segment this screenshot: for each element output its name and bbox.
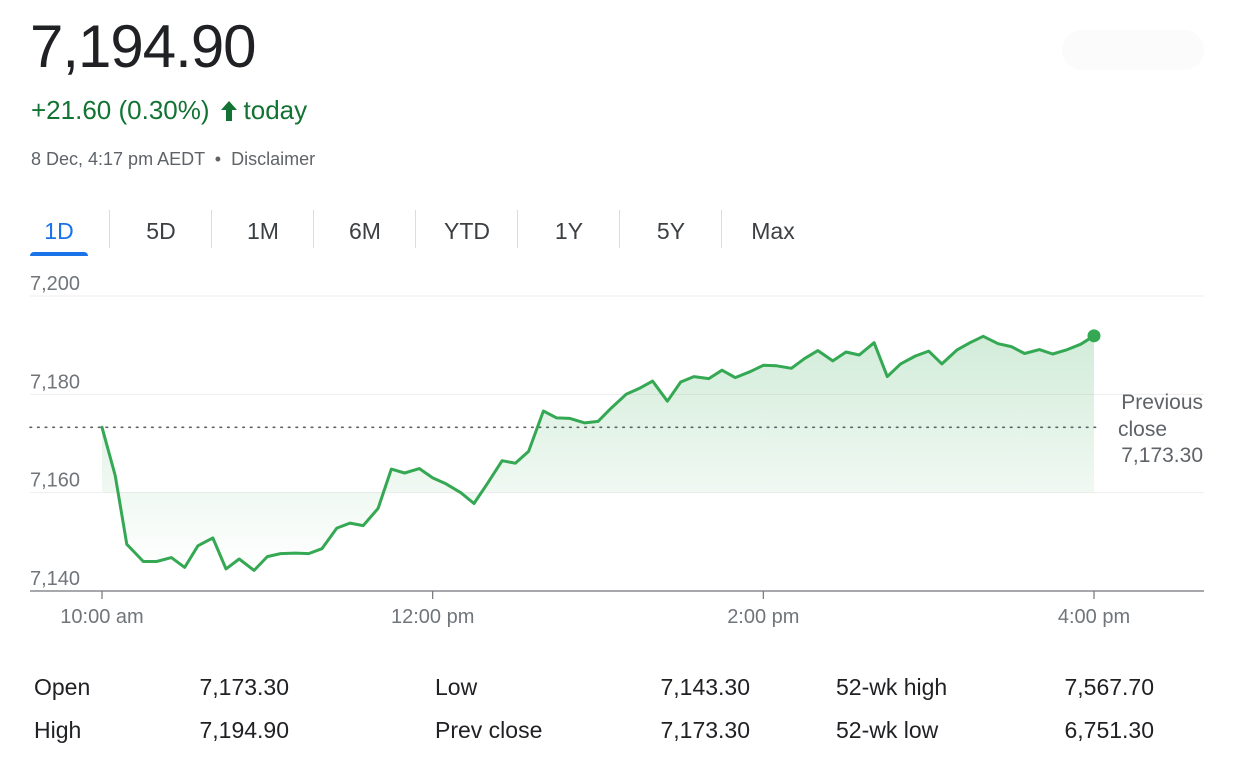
quote-meta: 8 Dec, 4:17 pm AEDT • Disclaimer — [31, 149, 315, 170]
tab-5d[interactable]: 5D — [110, 206, 212, 256]
stat-low-value: 7,143.30 — [660, 674, 750, 700]
tab-divider — [313, 210, 314, 248]
arrow-up-icon — [220, 100, 237, 121]
x-tick-label: 12:00 pm — [391, 606, 474, 628]
tab-max[interactable]: Max — [722, 206, 824, 256]
previous-close-label-line2: close — [1118, 418, 1167, 441]
tab-ytd[interactable]: YTD — [416, 206, 518, 256]
y-axis: 7,140 7,160 7,180 7,200 — [30, 273, 80, 590]
tab-label: 5D — [146, 217, 176, 244]
tab-label: Max — [751, 217, 795, 244]
tab-divider — [517, 210, 518, 248]
y-tick-label: 7,180 — [30, 371, 80, 393]
previous-close-value: 7,173.30 — [1121, 444, 1203, 467]
price-area — [102, 335, 1094, 571]
price-chart[interactable]: 7,140 7,160 7,180 7,200 10:00 am 12:00 pm 2:0… — [0, 270, 1260, 640]
price-change-value: +21.60 (0.30%) — [31, 95, 210, 125]
tab-1m[interactable]: 1M — [212, 206, 314, 256]
stat-prev-close-label: Prev close — [435, 717, 543, 743]
y-tick-label: 7,200 — [30, 273, 80, 295]
previous-close-label-line1: Previous — [1121, 391, 1203, 414]
disclaimer-link[interactable]: Disclaimer — [231, 149, 316, 169]
stat-prev-close-value: 7,173.30 — [660, 717, 750, 743]
x-tick-label: 4:00 pm — [1058, 606, 1130, 628]
last-price-point — [1087, 329, 1101, 343]
follow-button[interactable] — [1062, 30, 1204, 70]
x-axis: 10:00 am 12:00 pm 2:00 pm 4:00 pm — [60, 591, 1130, 628]
x-tick-label: 2:00 pm — [727, 606, 799, 628]
stat-52wk-high-value: 7,567.70 — [1064, 674, 1154, 700]
stat-open-value: 7,173.30 — [199, 674, 289, 700]
tab-1d[interactable]: 1D — [8, 206, 110, 256]
stat-52wk-low-value: 6,751.30 — [1064, 717, 1154, 743]
tab-divider — [109, 210, 110, 248]
price-line — [100, 334, 1096, 572]
tab-6m[interactable]: 6M — [314, 206, 416, 256]
stat-low-label: Low — [435, 674, 478, 700]
stat-52wk-low-label: 52-wk low — [836, 717, 939, 743]
tab-label: 1Y — [554, 217, 584, 244]
price-change: +21.60 (0.30%) today — [31, 95, 307, 126]
range-tabs: 1D 5D 1M 6M YTD 1Y 5Y Max — [8, 206, 824, 256]
stat-open-label: Open — [34, 674, 91, 700]
meta-separator: • — [214, 149, 222, 169]
y-tick-label: 7,140 — [30, 568, 80, 590]
tab-1y[interactable]: 1Y — [518, 206, 620, 256]
tab-divider — [619, 210, 620, 248]
key-stats: Open 7,173.30 High 7,194.90 Low 7,143.30… — [34, 666, 1234, 756]
quote-timestamp: 8 Dec, 4:17 pm AEDT — [31, 149, 205, 169]
tab-label: 1D — [44, 217, 74, 244]
tab-label: 5Y — [656, 217, 686, 244]
tab-divider — [415, 210, 416, 248]
stat-52wk-high-label: 52-wk high — [836, 674, 948, 700]
price-change-suffix: today — [243, 95, 308, 125]
stat-high-value: 7,194.90 — [199, 717, 289, 743]
current-price: 7,194.90 — [30, 13, 257, 80]
tab-label: 1M — [247, 217, 279, 244]
tab-label: YTD — [444, 217, 490, 244]
tab-5y[interactable]: 5Y — [620, 206, 722, 256]
stat-high-label: High — [34, 717, 82, 743]
tab-label: 6M — [349, 217, 381, 244]
tab-divider — [211, 210, 212, 248]
tab-divider — [721, 210, 722, 248]
y-tick-label: 7,160 — [30, 470, 80, 492]
x-tick-label: 10:00 am — [60, 606, 143, 628]
